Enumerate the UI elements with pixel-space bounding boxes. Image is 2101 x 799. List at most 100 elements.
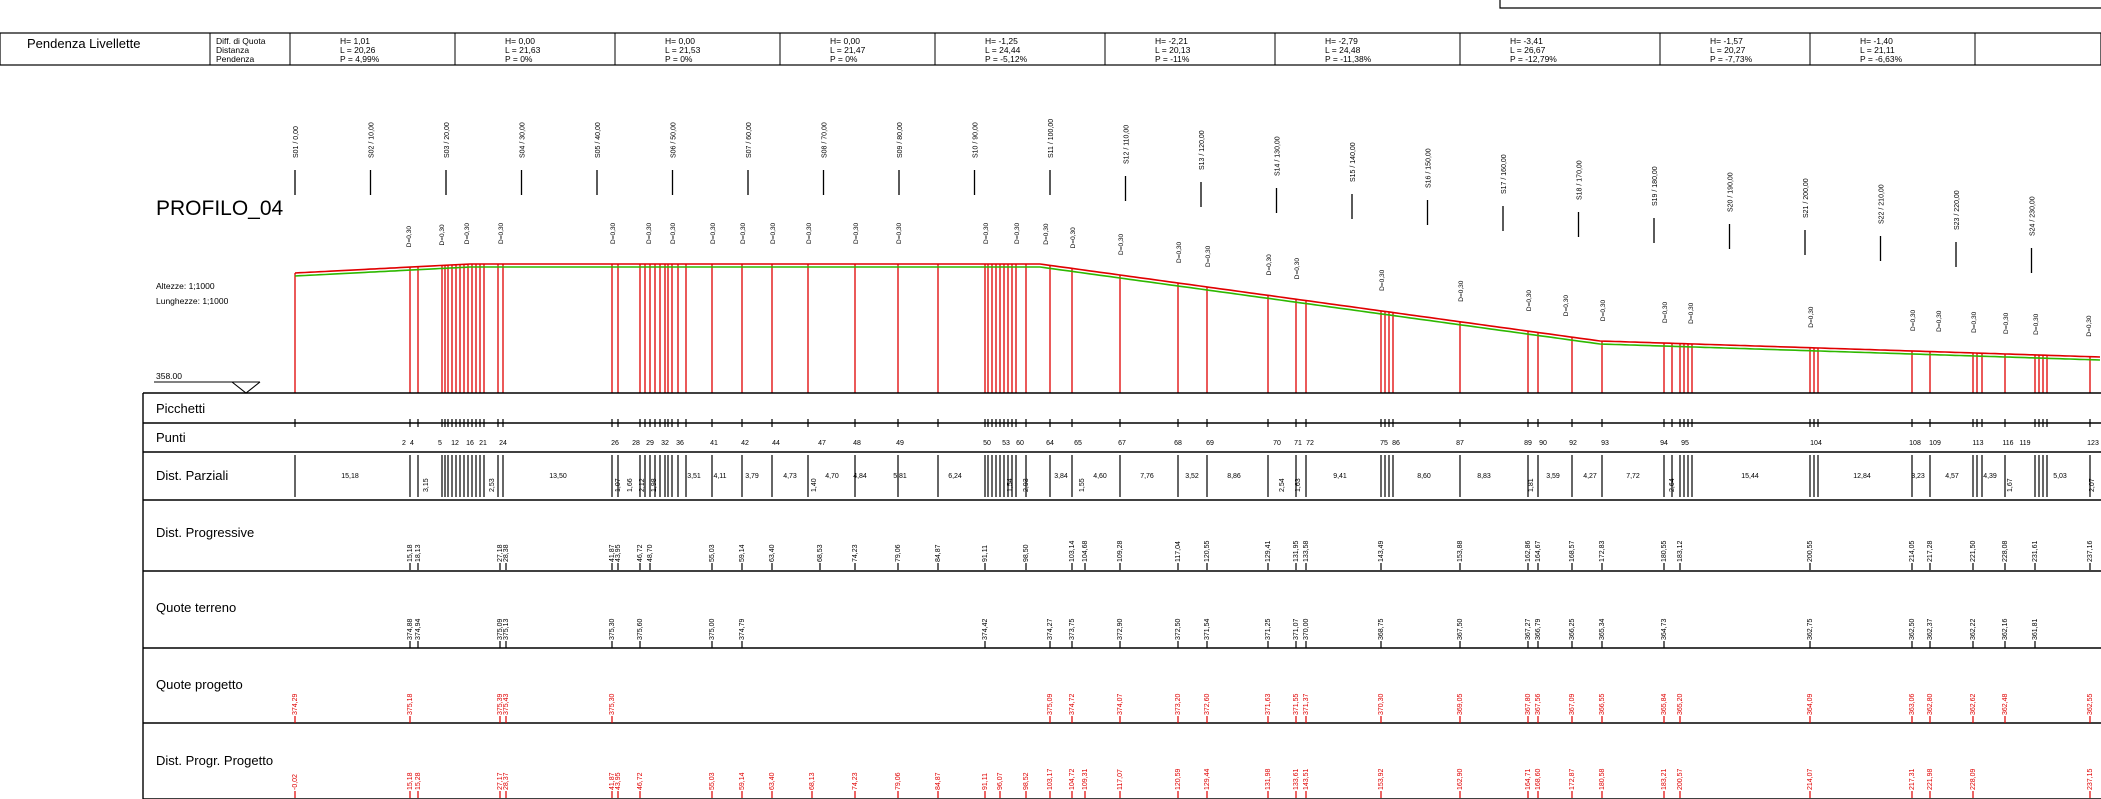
d-label-23: D=0,30 (1458, 280, 1465, 302)
dist-progr-progetto-6: 43,95 (615, 772, 622, 790)
dist-progr-progetto-15: 91,11 (982, 773, 989, 790)
section-label-6: S07 / 60,00 (746, 122, 753, 158)
dist-parziale-22: 7,76 (1140, 473, 1154, 480)
punto-37: 95 (1681, 440, 1689, 447)
quota-terreno-22: 365,34 (1599, 618, 1606, 640)
quota-progetto-11: 371,55 (1293, 693, 1300, 715)
segment-h-4: H= -1,25 (985, 36, 1018, 46)
title-block-corner (1499, 0, 2101, 9)
quota-terreno-7: 374,79 (739, 618, 746, 640)
dist-progressiva-7: 48,70 (647, 544, 654, 562)
punto-30: 86 (1392, 440, 1400, 447)
dist-parziale-15: 5,81 (893, 473, 907, 480)
dist-progressiva-27: 162,86 (1525, 540, 1532, 562)
quota-progetto-9: 372,60 (1204, 693, 1211, 715)
dist-progr-progetto-28: 162,90 (1457, 768, 1464, 790)
dist-progr-progetto-3: 27,17 (497, 772, 504, 790)
punto-42: 116 (2002, 440, 2013, 447)
section-label-18: S19 / 180,00 (1652, 166, 1659, 206)
dist-parziale-10: 3,79 (745, 473, 759, 480)
dist-progr-progetto-24: 131,98 (1265, 768, 1272, 790)
d-label-18: D=0,30 (1176, 241, 1183, 263)
dist-progr-progetto-27: 153,92 (1378, 768, 1385, 790)
punto-27: 71 (1294, 440, 1302, 447)
pendenza-sub-pendenza: Pendenza (216, 54, 255, 64)
section-label-17: S18 / 170,00 (1577, 160, 1584, 200)
d-label-34: D=0,30 (2033, 313, 2040, 335)
d-label-22: D=0,30 (1379, 269, 1386, 291)
segment-p-8: P = -7,73% (1710, 54, 1753, 64)
section-label-7: S08 / 70,00 (822, 122, 829, 158)
dist-progressiva-32: 183,12 (1677, 540, 1684, 562)
segment-p-6: P = -11,38% (1325, 54, 1372, 64)
section-label-10: S11 / 100,00 (1048, 119, 1055, 158)
dist-progressiva-17: 103,14 (1069, 540, 1076, 562)
segment-h-2: H= 0,00 (665, 36, 695, 46)
section-label-22: S23 / 220,00 (1954, 190, 1961, 230)
section-label-11: S12 / 110,00 (1124, 125, 1131, 164)
dist-parziale-11: 4,73 (783, 473, 797, 480)
dist-progr-progetto-9: 59,14 (739, 772, 746, 790)
segment-p-2: P = 0% (665, 54, 693, 64)
row-label-6: Dist. Progr. Progetto (156, 753, 273, 768)
quota-terreno-26: 362,37 (1927, 618, 1934, 640)
dist-progr-progetto-25: 133,61 (1293, 768, 1300, 790)
dist-parziale-37: 3,23 (1911, 473, 1925, 480)
dist-progressiva-1: 18,13 (415, 544, 422, 562)
quota-progetto-25: 362,48 (2002, 693, 2009, 715)
dist-parziale-21: 4,60 (1093, 473, 1107, 480)
d-label-3: D=0,30 (498, 222, 505, 244)
datum-value: 358.00 (156, 371, 182, 381)
dist-progr-progetto-8: 55,03 (709, 772, 716, 790)
quota-progetto-14: 369,05 (1457, 693, 1464, 715)
dist-progr-progetto-4: 28,37 (503, 772, 510, 790)
segment-h-7: H= -3,41 (1510, 36, 1543, 46)
dist-progr-progetto-36: 217,31 (1909, 768, 1916, 790)
dist-progr-progetto-2: 15,28 (415, 772, 422, 790)
dist-parziale-18: 2,93 (1023, 478, 1030, 492)
d-label-28: D=0,30 (1688, 302, 1695, 324)
section-label-14: S15 / 140,00 (1350, 142, 1357, 182)
dist-progr-progetto-18: 103,17 (1047, 768, 1054, 790)
punto-18: 50 (983, 440, 991, 447)
d-label-1: D=0,30 (439, 224, 446, 246)
punto-8: 28 (632, 440, 640, 447)
dist-progr-progetto-5: 41,87 (609, 772, 616, 790)
section-label-0: S01 / 0,00 (293, 126, 300, 158)
section-label-12: S13 / 120,00 (1199, 130, 1206, 170)
punto-21: 64 (1046, 440, 1054, 447)
dist-progressiva-0: 15,18 (407, 544, 414, 562)
row-label-2: Dist. Parziali (156, 468, 228, 483)
dist-parziale-27: 9,41 (1333, 473, 1347, 480)
punto-32: 89 (1524, 440, 1532, 447)
segment-p-4: P = -5,12% (985, 54, 1028, 64)
dist-progressiva-23: 131,95 (1293, 540, 1300, 562)
dist-progressiva-4: 41,87 (609, 544, 616, 562)
profile-lines (294, 263, 2101, 361)
section-label-20: S21 / 200,00 (1803, 178, 1810, 218)
scale-lengths: Lunghezze: 1;1000 (156, 296, 229, 306)
dist-progr-progetto-13: 79,06 (895, 772, 902, 790)
dist-parziale-13: 4,70 (825, 473, 839, 480)
dist-progr-progetto-37: 221,98 (1927, 768, 1934, 790)
punto-28: 72 (1306, 440, 1314, 447)
d-label-20: D=0,30 (1266, 254, 1273, 276)
dist-progr-progetto-19: 104,72 (1069, 768, 1076, 790)
d-label-14: D=0,30 (1014, 222, 1021, 244)
quota-progetto-23: 362,80 (1927, 693, 1934, 715)
segment-l-3: L = 21,47 (830, 45, 866, 55)
section-label-5: S06 / 50,00 (671, 122, 678, 158)
dist-progr-progetto-22: 120,59 (1175, 768, 1182, 790)
dist-progressiva-39: 237,16 (2087, 540, 2094, 562)
d-label-33: D=0,30 (2003, 312, 2010, 334)
dist-progressiva-18: 104,68 (1082, 540, 1089, 562)
quota-terreno-10: 373,75 (1069, 618, 1076, 640)
dist-parziale-39: 4,39 (1983, 473, 1997, 480)
dist-progressiva-38: 231,61 (2032, 540, 2039, 562)
datum-marker (154, 381, 261, 394)
dist-progressiva-9: 59,14 (739, 544, 746, 562)
dist-parziale-14: 4,84 (853, 473, 867, 480)
punto-1: 4 (410, 440, 414, 447)
dist-progressiva-12: 74,23 (852, 544, 859, 562)
quota-terreno-17: 368,75 (1378, 618, 1385, 640)
